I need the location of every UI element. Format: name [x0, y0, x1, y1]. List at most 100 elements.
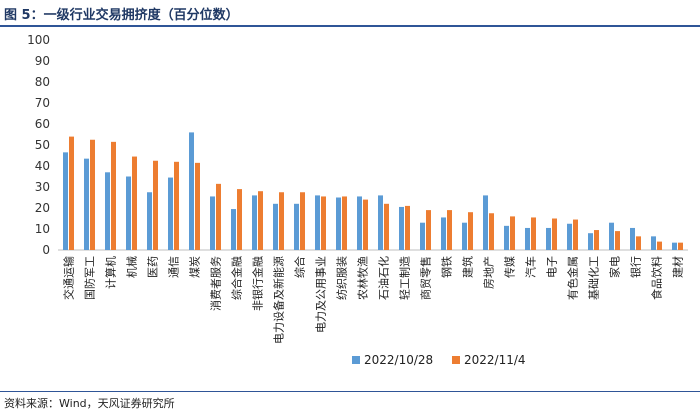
category-label: 计算机	[104, 256, 118, 289]
y-tick-label: 60	[35, 117, 50, 131]
bar	[258, 191, 263, 250]
bar	[363, 199, 368, 250]
bar	[132, 156, 137, 250]
bar	[189, 132, 194, 250]
legend-swatch	[352, 356, 360, 364]
category-label: 通信	[168, 256, 181, 278]
bar	[195, 162, 200, 250]
category-label: 农林牧渔	[356, 256, 370, 300]
bar	[489, 213, 494, 250]
bar	[504, 225, 509, 250]
category-label: 国防军工	[83, 256, 97, 300]
y-tick-label: 20	[35, 201, 50, 215]
category-label: 电子	[546, 256, 559, 278]
bar	[573, 219, 578, 250]
category-label: 综合金融	[230, 256, 244, 300]
legend-label: 2022/10/28	[364, 353, 433, 367]
bar	[525, 227, 530, 250]
category-label: 纺织服装	[335, 256, 349, 300]
bar	[237, 189, 242, 250]
y-tick-label: 90	[35, 54, 50, 68]
bar	[672, 242, 677, 250]
bar	[294, 203, 299, 250]
category-label: 建材	[671, 256, 685, 278]
category-label: 传媒	[504, 256, 517, 278]
source-note: 资料来源：Wind，天风证券研究所	[4, 397, 175, 410]
category-label: 机械	[125, 256, 139, 278]
bar	[678, 242, 683, 250]
category-label: 电力及公用事业	[315, 256, 328, 333]
bar	[342, 196, 347, 250]
bar	[210, 196, 215, 250]
bar	[399, 206, 404, 250]
title-rule	[0, 25, 700, 27]
bar	[84, 158, 89, 250]
bar	[174, 161, 179, 250]
category-label: 基础化工	[587, 256, 601, 300]
category-label: 消费者服务	[209, 256, 223, 311]
bar	[552, 218, 557, 250]
title-bar: 图 5：一级行业交易拥挤度（百分位数）	[0, 0, 700, 26]
bar	[384, 203, 389, 250]
bar	[405, 205, 410, 250]
bar	[300, 192, 305, 250]
category-label: 房地产	[482, 256, 496, 289]
bar	[462, 222, 467, 250]
category-label: 轻工制造	[398, 256, 412, 300]
bar	[357, 196, 362, 250]
bar	[105, 172, 110, 250]
bar	[657, 241, 662, 250]
bar	[567, 223, 572, 250]
legend-swatch	[452, 356, 460, 364]
bar	[441, 217, 446, 250]
category-label: 食品饮料	[650, 256, 664, 300]
y-tick-label: 0	[42, 243, 50, 257]
category-label: 银行	[629, 256, 643, 278]
bar	[630, 227, 635, 250]
bar	[168, 177, 173, 250]
category-label: 有色金属	[566, 256, 580, 300]
y-tick-label: 70	[35, 96, 50, 110]
category-label: 钢铁	[441, 256, 454, 278]
y-tick-label: 30	[35, 180, 50, 194]
category-label: 交通运输	[62, 256, 76, 300]
bar	[252, 195, 257, 250]
bar	[216, 183, 221, 250]
figure-title: 图 5：一级行业交易拥挤度（百分位数）	[4, 8, 239, 23]
bar	[468, 212, 473, 250]
category-label: 医药	[147, 256, 160, 278]
bar	[111, 141, 116, 250]
bar	[126, 176, 131, 250]
bar	[336, 197, 341, 250]
y-tick-label: 50	[35, 138, 50, 152]
bar	[231, 209, 236, 250]
y-tick-label: 100	[27, 33, 50, 47]
category-label: 商贸零售	[419, 256, 433, 300]
bar	[609, 222, 614, 250]
bar	[483, 195, 488, 250]
bar	[615, 231, 620, 250]
bar	[531, 217, 536, 250]
bar	[636, 236, 641, 250]
bar-chart: 0 10 20 30 40 50 60 70 80 90 100 交通运输 国防军工 计算机 机械 医药 通信煤…	[27, 33, 688, 367]
bar	[420, 222, 425, 250]
category-label: 电力设备及新能源	[272, 256, 286, 344]
bar	[447, 210, 452, 250]
bar	[510, 216, 515, 250]
bar	[315, 195, 320, 250]
bar	[378, 195, 383, 250]
bar	[279, 192, 284, 250]
bar	[63, 152, 68, 250]
category-label: 综合	[293, 256, 307, 278]
category-label: 煤炭	[189, 256, 202, 278]
y-tick-label: 80	[35, 75, 50, 89]
bar	[273, 203, 278, 250]
bar	[546, 227, 551, 250]
bar	[147, 192, 152, 250]
bar	[594, 230, 599, 250]
bar	[426, 210, 431, 250]
category-label: 石油石化	[377, 256, 391, 300]
bottom-rule	[0, 391, 700, 392]
y-tick-label: 40	[35, 159, 50, 173]
bar	[651, 236, 656, 250]
